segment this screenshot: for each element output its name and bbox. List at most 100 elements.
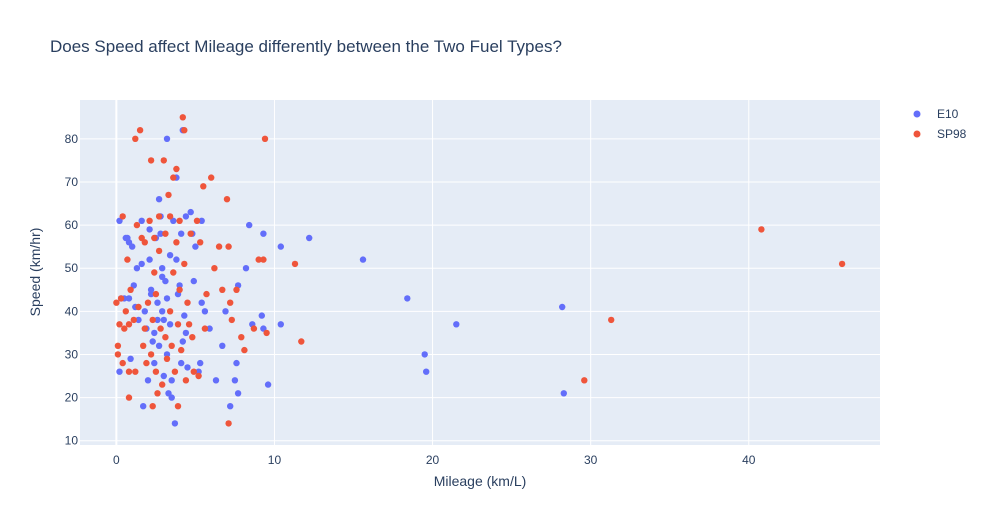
data-point-sp98[interactable] (162, 230, 169, 237)
data-point-sp98[interactable] (154, 390, 161, 397)
data-point-e10[interactable] (184, 364, 191, 371)
data-point-sp98[interactable] (151, 269, 158, 276)
data-point-sp98[interactable] (211, 265, 218, 272)
data-point-e10[interactable] (264, 381, 272, 388)
data-point-sp98[interactable] (758, 226, 765, 233)
data-point-sp98[interactable] (166, 213, 174, 220)
data-point-sp98[interactable] (114, 342, 122, 349)
data-point-sp98[interactable] (132, 135, 139, 142)
data-point-sp98[interactable] (116, 321, 123, 328)
data-point-e10[interactable] (146, 256, 153, 263)
data-point-e10[interactable] (277, 243, 284, 250)
data-point-sp98[interactable] (171, 368, 179, 375)
data-point-e10[interactable] (260, 230, 267, 237)
data-point-e10[interactable] (453, 321, 460, 328)
data-point-sp98[interactable] (225, 420, 232, 427)
data-point-e10[interactable] (163, 351, 171, 358)
data-point-e10[interactable] (149, 338, 156, 345)
data-point-sp98[interactable] (149, 316, 156, 324)
data-point-sp98[interactable] (165, 191, 172, 199)
data-point-e10[interactable] (306, 234, 313, 242)
legend-item-sp98[interactable]: SP98 (913, 127, 967, 141)
data-point-sp98[interactable] (201, 325, 209, 332)
data-point-e10[interactable] (423, 368, 430, 375)
data-point-e10[interactable] (151, 329, 158, 337)
data-point-e10[interactable] (163, 135, 171, 142)
data-point-e10[interactable] (190, 277, 197, 285)
data-point-e10[interactable] (198, 299, 205, 306)
data-point-e10[interactable] (129, 243, 136, 250)
data-point-sp98[interactable] (152, 368, 160, 375)
data-point-e10[interactable] (198, 217, 205, 224)
data-point-e10[interactable] (160, 372, 167, 380)
data-point-e10[interactable] (231, 377, 239, 384)
data-point-sp98[interactable] (195, 372, 202, 380)
data-point-sp98[interactable] (203, 290, 210, 298)
data-point-sp98[interactable] (228, 316, 235, 324)
data-point-sp98[interactable] (166, 308, 174, 315)
data-point-sp98[interactable] (178, 346, 185, 354)
data-point-sp98[interactable] (113, 299, 120, 306)
data-point-e10[interactable] (163, 295, 171, 302)
data-point-e10[interactable] (179, 338, 186, 345)
data-point-e10[interactable] (234, 390, 242, 397)
data-point-e10[interactable] (127, 355, 134, 362)
data-point-sp98[interactable] (838, 260, 846, 268)
data-point-sp98[interactable] (160, 157, 167, 164)
data-point-sp98[interactable] (291, 260, 299, 268)
data-point-sp98[interactable] (152, 290, 160, 298)
data-point-e10[interactable] (140, 403, 147, 410)
data-point-sp98[interactable] (219, 286, 226, 293)
data-point-e10[interactable] (168, 394, 175, 401)
data-point-e10[interactable] (227, 403, 234, 410)
data-point-e10[interactable] (404, 295, 411, 302)
data-point-sp98[interactable] (190, 368, 197, 375)
data-point-e10[interactable] (559, 303, 566, 311)
data-point-sp98[interactable] (173, 165, 180, 173)
data-point-e10[interactable] (138, 260, 145, 268)
data-point-e10[interactable] (157, 230, 164, 237)
data-point-sp98[interactable] (136, 127, 144, 134)
data-point-e10[interactable] (116, 217, 123, 224)
legend[interactable]: E10 SP98 (913, 107, 967, 141)
data-point-sp98[interactable] (163, 355, 171, 362)
data-point-sp98[interactable] (250, 325, 258, 332)
data-point-sp98[interactable] (155, 247, 163, 255)
data-point-e10[interactable] (219, 342, 226, 349)
data-point-sp98[interactable] (208, 174, 215, 181)
data-point-sp98[interactable] (225, 243, 232, 250)
data-point-sp98[interactable] (125, 394, 133, 401)
data-point-e10[interactable] (560, 390, 567, 397)
data-point-sp98[interactable] (189, 334, 196, 341)
data-point-sp98[interactable] (119, 359, 126, 367)
data-point-sp98[interactable] (122, 308, 129, 315)
data-point-e10[interactable] (144, 377, 152, 384)
data-point-sp98[interactable] (135, 303, 142, 311)
data-point-sp98[interactable] (263, 329, 270, 337)
data-point-e10[interactable] (154, 316, 161, 324)
data-point-sp98[interactable] (127, 286, 134, 293)
data-point-e10[interactable] (212, 377, 220, 384)
data-point-e10[interactable] (130, 282, 137, 289)
data-point-e10[interactable] (138, 217, 145, 224)
data-point-sp98[interactable] (173, 239, 180, 246)
data-point-e10[interactable] (170, 217, 177, 224)
data-point-e10[interactable] (154, 299, 161, 306)
data-point-e10[interactable] (171, 420, 179, 427)
data-point-sp98[interactable] (159, 381, 166, 388)
data-point-e10[interactable] (166, 321, 174, 328)
data-point-sp98[interactable] (124, 256, 131, 263)
data-point-sp98[interactable] (143, 359, 150, 367)
data-point-e10[interactable] (182, 329, 190, 337)
data-point-sp98[interactable] (125, 368, 133, 375)
data-point-e10[interactable] (201, 308, 209, 315)
data-point-e10[interactable] (155, 342, 163, 349)
data-point-sp98[interactable] (193, 217, 201, 224)
data-point-e10[interactable] (166, 252, 174, 259)
data-point-e10[interactable] (135, 316, 142, 324)
data-point-sp98[interactable] (144, 299, 152, 306)
data-point-sp98[interactable] (114, 351, 122, 358)
data-point-e10[interactable] (192, 243, 199, 250)
data-point-sp98[interactable] (184, 299, 191, 306)
data-point-sp98[interactable] (223, 196, 231, 203)
